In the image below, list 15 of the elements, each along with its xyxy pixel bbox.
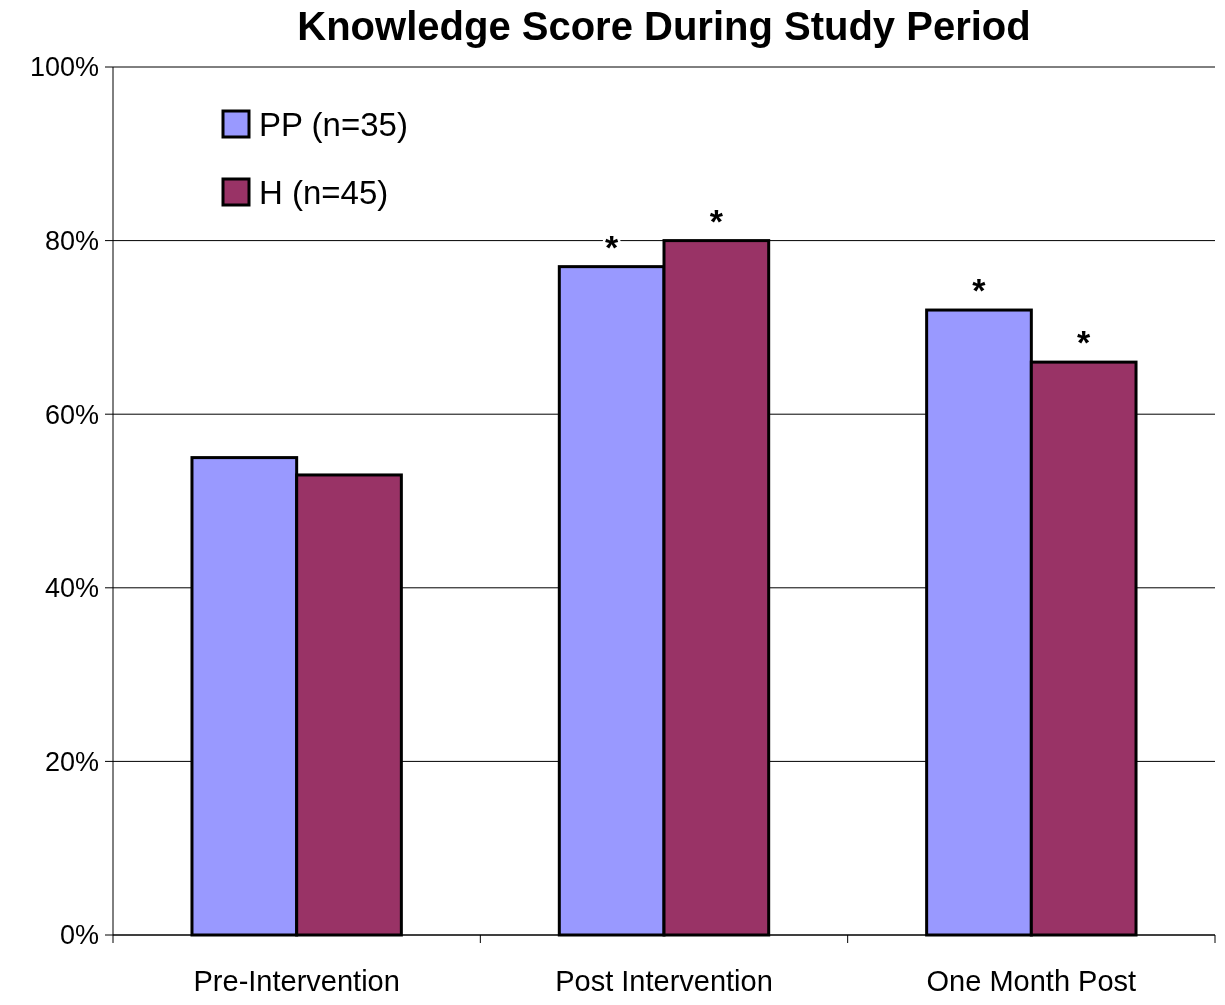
annotation: * — [1077, 323, 1092, 362]
y-tick-label: 100% — [29, 52, 99, 83]
y-tick-label: 20% — [44, 746, 99, 777]
y-tick-label: 80% — [44, 226, 99, 257]
annotation: * — [972, 271, 987, 310]
x-tick-label: Pre-Intervention — [193, 965, 400, 997]
y-tick-label: 0% — [59, 920, 99, 951]
legend-label: PP (n=35) — [259, 105, 408, 143]
legend-label: H (n=45) — [259, 173, 389, 211]
chart-title: Knowledge Score During Study Period — [297, 4, 1031, 48]
x-tick-label: Post Intervention — [555, 965, 773, 997]
annotation: * — [709, 201, 724, 240]
y-tick-label: 60% — [44, 399, 99, 430]
x-tick-label: One Month Post — [926, 965, 1137, 997]
y-tick-label: 40% — [44, 573, 99, 604]
